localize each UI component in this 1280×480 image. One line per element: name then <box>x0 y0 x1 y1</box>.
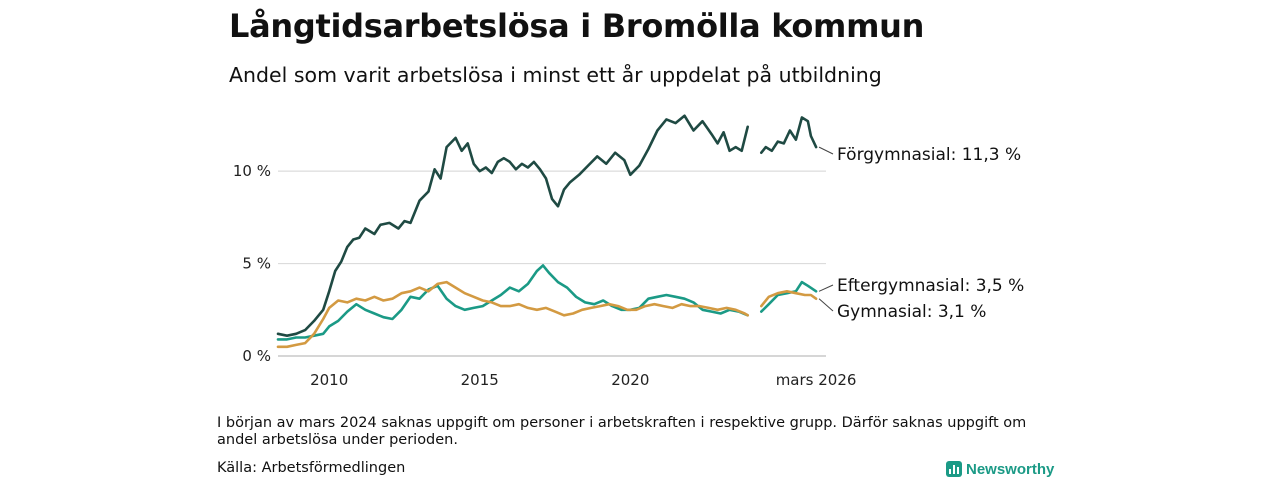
x-axis-tick-labels: 2010 2015 2020 mars 2026 <box>310 371 856 389</box>
series-line-förgymnasial-2 <box>760 116 818 154</box>
series-lines <box>276 114 818 349</box>
chart-title: Långtidsarbetslösa i Bromölla kommun <box>229 7 925 45</box>
series-line-eftergymnasial-1 <box>276 264 749 341</box>
y-axis-tick-labels: 0 % 5 % 10 % <box>233 162 271 365</box>
leader-line <box>818 298 834 312</box>
leader-line <box>818 146 834 155</box>
newsworthy-logo: Newsworthy <box>946 459 1054 479</box>
source-text: Källa: Arbetsförmedlingen <box>217 460 406 476</box>
series-end-label: Gymnasial: 3,1 % <box>837 302 986 322</box>
x-tick-label: mars 2026 <box>776 371 857 389</box>
y-tick-label: 5 % <box>242 255 271 273</box>
x-tick-label: 2020 <box>611 371 649 389</box>
series-end-label: Förgymnasial: 11,3 % <box>837 145 1021 165</box>
series-end-labels: Förgymnasial: 11,3 % Eftergymnasial: 3,5 … <box>818 145 1024 322</box>
y-tick-label: 0 % <box>242 347 271 365</box>
brand-name: Newsworthy <box>966 460 1055 478</box>
y-tick-label: 10 % <box>233 162 271 180</box>
series-end-label: Eftergymnasial: 3,5 % <box>837 276 1024 296</box>
grid-lines <box>278 170 826 357</box>
footnote: I början av mars 2024 saknas uppgift om … <box>217 415 1027 448</box>
leader-line <box>818 284 834 292</box>
newsworthy-chart-icon <box>946 461 962 477</box>
chart-subtitle: Andel som varit arbetslösa i minst ett å… <box>229 63 882 87</box>
series-line-gymnasial-2 <box>760 290 818 308</box>
series-line-förgymnasial-1 <box>276 114 749 337</box>
x-tick-label: 2015 <box>461 371 499 389</box>
x-tick-label: 2010 <box>310 371 348 389</box>
series-line-gymnasial-1 <box>276 280 749 349</box>
